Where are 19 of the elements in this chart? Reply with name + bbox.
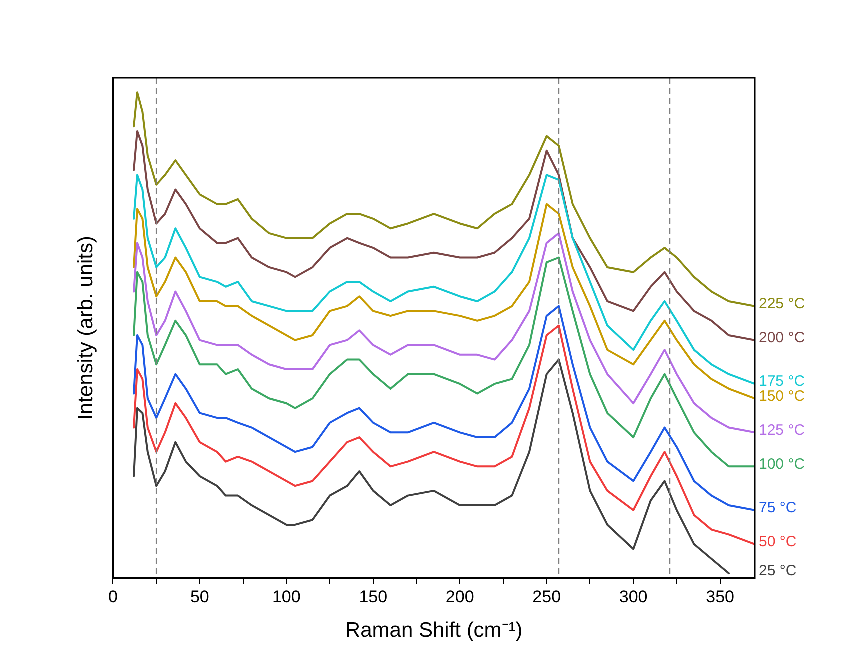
x-tick-label: 250 bbox=[532, 587, 562, 606]
series-label: 150 °C bbox=[759, 388, 806, 405]
y-axis-title: Intensity (arb. units) bbox=[74, 236, 98, 420]
x-axis-title: Raman Shift (cm⁻¹) bbox=[345, 619, 523, 642]
series-label: 175 °C bbox=[759, 373, 806, 390]
series-label: 100 °C bbox=[759, 456, 806, 473]
text: 25 °C bbox=[759, 562, 797, 580]
x-tick-label: 200 bbox=[446, 587, 474, 606]
x-tick-label: 150 bbox=[359, 587, 388, 606]
series-label: 50 °C bbox=[759, 534, 797, 551]
series-label: 75 °C bbox=[759, 500, 797, 517]
x-tick-label: 50 bbox=[190, 587, 210, 606]
series-label: 200 °C bbox=[759, 329, 806, 346]
x-tick-label: 100 bbox=[272, 587, 301, 606]
series-label: 125 °C bbox=[759, 422, 806, 439]
x-tick-label: 350 bbox=[706, 587, 734, 606]
x-tick-label: 300 bbox=[619, 587, 648, 606]
x-tick-label: 0 bbox=[108, 587, 118, 606]
series-label: 225 °C bbox=[759, 295, 806, 312]
